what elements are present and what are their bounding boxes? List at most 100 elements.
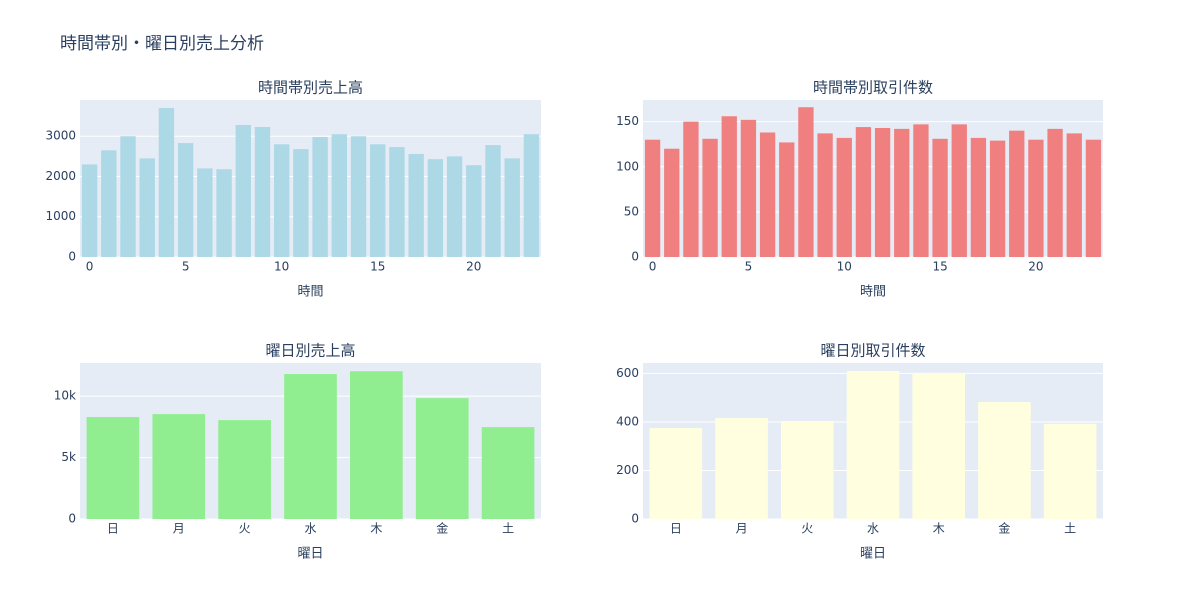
bar bbox=[350, 136, 367, 257]
bar bbox=[120, 136, 136, 257]
plot-area bbox=[80, 100, 541, 257]
x-tick-label: 日 bbox=[107, 522, 119, 536]
bar bbox=[702, 138, 718, 257]
bar bbox=[331, 134, 347, 257]
plot-area bbox=[643, 100, 1103, 257]
y-tick-label: 600 bbox=[616, 366, 639, 380]
bar bbox=[1043, 423, 1097, 519]
x-tick-label: 月 bbox=[173, 522, 185, 536]
bar bbox=[989, 140, 1006, 257]
subplot-title: 時間帯別売上高 bbox=[258, 79, 363, 97]
bar bbox=[254, 126, 271, 257]
x-tick-label: 土 bbox=[502, 522, 514, 536]
bar bbox=[504, 158, 520, 257]
x-tick-label: 月 bbox=[736, 522, 748, 536]
bar bbox=[389, 147, 405, 257]
bar bbox=[152, 414, 206, 519]
bar bbox=[874, 127, 891, 257]
y-tick-label: 200 bbox=[616, 463, 639, 477]
bar bbox=[1066, 133, 1082, 257]
x-tick-label: 5 bbox=[745, 260, 753, 274]
bar bbox=[649, 428, 703, 519]
bar bbox=[101, 150, 117, 257]
bar bbox=[446, 156, 463, 257]
x-tick-label: 0 bbox=[86, 260, 94, 274]
bar bbox=[721, 116, 737, 257]
bar bbox=[781, 420, 834, 519]
x-tick-label: 火 bbox=[239, 522, 251, 536]
bar bbox=[415, 398, 469, 519]
bar bbox=[312, 137, 328, 257]
y-tick-label: 10k bbox=[54, 389, 76, 403]
bar bbox=[798, 107, 814, 258]
x-tick-label: 20 bbox=[466, 260, 481, 274]
bar bbox=[177, 143, 194, 257]
bar bbox=[350, 371, 403, 519]
bar bbox=[274, 144, 290, 257]
x-tick-label: 15 bbox=[932, 260, 947, 274]
x-tick-label: 土 bbox=[1064, 522, 1076, 536]
bar bbox=[894, 128, 910, 257]
bar bbox=[86, 417, 140, 519]
x-tick-label: 10 bbox=[837, 260, 852, 274]
bar bbox=[836, 137, 852, 257]
bar bbox=[284, 374, 337, 519]
y-tick-label: 5k bbox=[61, 450, 76, 464]
bar bbox=[978, 402, 1031, 519]
bar bbox=[197, 168, 213, 257]
bar bbox=[683, 121, 699, 257]
y-tick-label: 3000 bbox=[45, 129, 76, 143]
x-tick-label: 木 bbox=[933, 522, 945, 536]
y-tick-label: 400 bbox=[616, 414, 639, 428]
y-tick-label: 2000 bbox=[45, 169, 76, 183]
bar bbox=[779, 142, 795, 257]
y-tick-label: 0 bbox=[631, 250, 639, 264]
x-tick-label: 20 bbox=[1028, 260, 1043, 274]
x-tick-label: 水 bbox=[867, 522, 879, 536]
bar bbox=[846, 371, 900, 519]
bar bbox=[216, 169, 232, 257]
y-tick-label: 100 bbox=[616, 159, 639, 173]
bar bbox=[81, 164, 98, 257]
x-axis-title: 時間 bbox=[860, 285, 886, 300]
y-tick-label: 0 bbox=[631, 512, 639, 526]
bar bbox=[485, 145, 501, 257]
x-tick-label: 水 bbox=[304, 522, 316, 536]
bar bbox=[466, 165, 482, 257]
bar bbox=[427, 159, 444, 257]
bar bbox=[970, 137, 987, 257]
bar bbox=[523, 134, 540, 257]
bar bbox=[644, 139, 661, 257]
bar bbox=[235, 124, 251, 257]
x-axis-title: 時間 bbox=[297, 285, 323, 300]
bar bbox=[408, 153, 424, 257]
bar bbox=[481, 427, 535, 519]
x-tick-label: 金 bbox=[998, 521, 1010, 536]
x-tick-label: 金 bbox=[436, 521, 448, 536]
bar bbox=[158, 108, 175, 257]
subplot-title: 曜日別取引件数 bbox=[820, 342, 925, 360]
x-tick-label: 日 bbox=[670, 522, 682, 536]
bar bbox=[293, 149, 309, 257]
bar bbox=[664, 148, 680, 257]
bar bbox=[370, 144, 386, 257]
bar bbox=[855, 127, 872, 257]
x-axis-title: 曜日 bbox=[860, 547, 886, 562]
bar bbox=[1085, 139, 1102, 257]
bar bbox=[932, 138, 948, 257]
bar bbox=[1028, 139, 1044, 257]
y-tick-label: 0 bbox=[68, 512, 76, 526]
x-tick-label: 10 bbox=[274, 260, 289, 274]
bar bbox=[913, 124, 929, 258]
bar bbox=[759, 132, 776, 257]
bar bbox=[912, 372, 965, 519]
page-title: 時間帯別・曜日別売上分析 bbox=[60, 34, 264, 54]
bar bbox=[715, 418, 768, 519]
y-tick-label: 150 bbox=[616, 114, 639, 128]
x-tick-label: 0 bbox=[649, 260, 657, 274]
bar bbox=[139, 158, 155, 257]
bar bbox=[1047, 128, 1063, 257]
y-tick-label: 1000 bbox=[45, 209, 76, 223]
